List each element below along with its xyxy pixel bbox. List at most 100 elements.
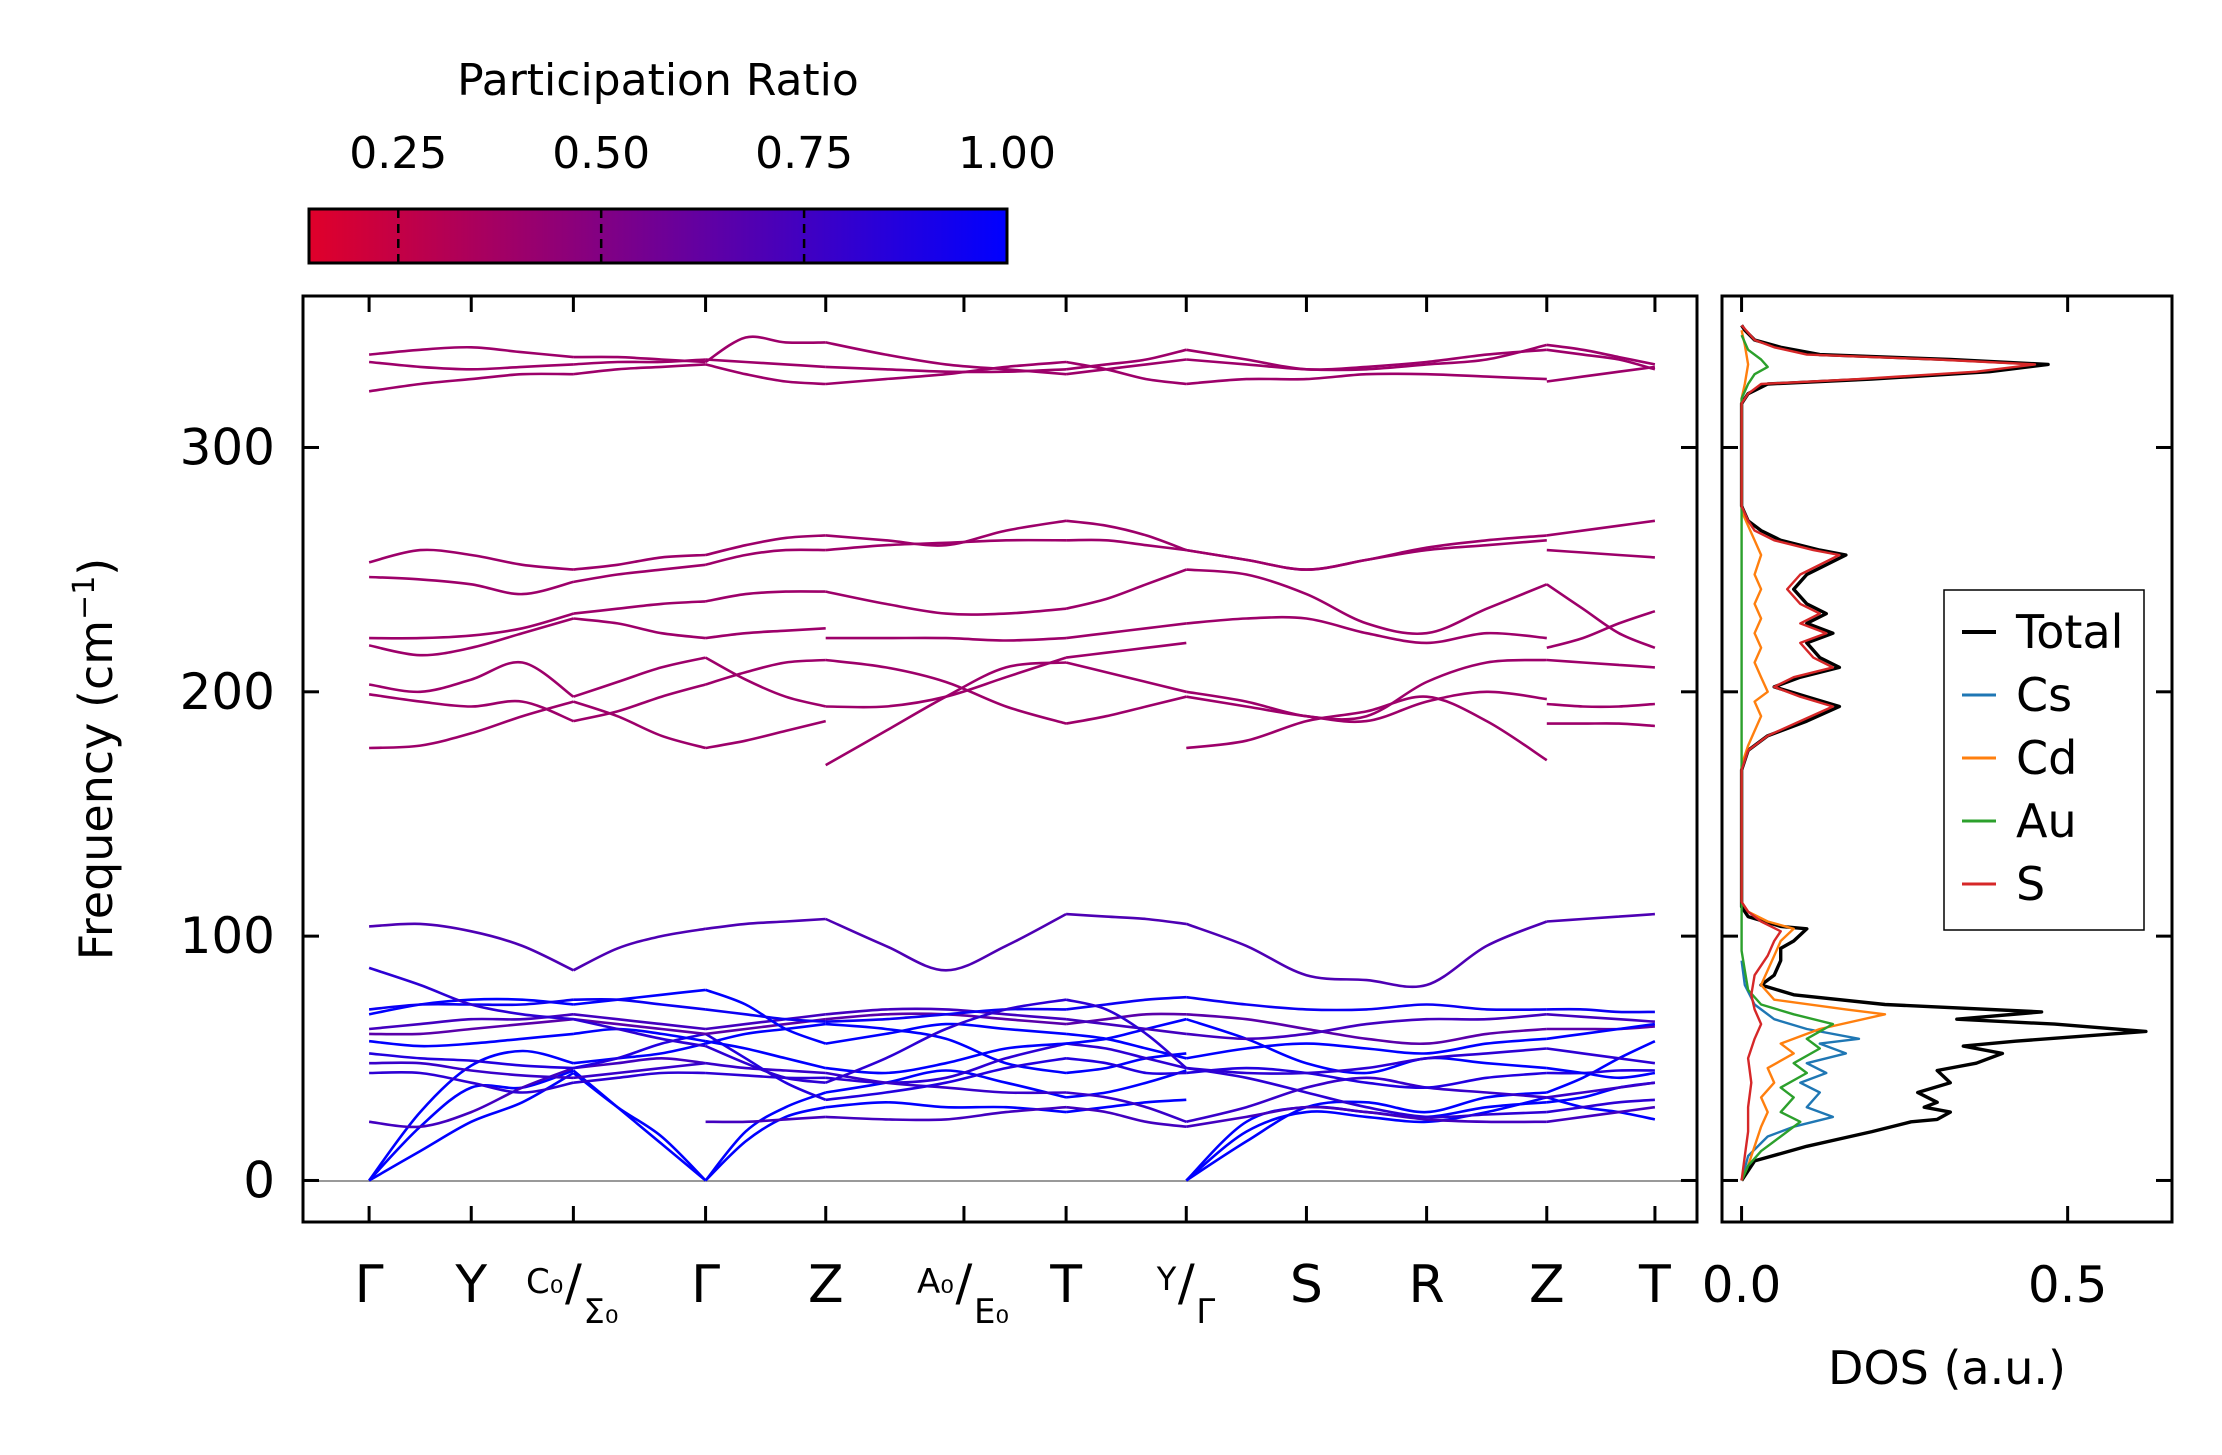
kpoint-label-upper: Y (1156, 1260, 1177, 1298)
phonon-bands (368, 335, 1656, 1182)
phonon-band-line (1546, 1025, 1655, 1031)
phonon-band-line (1185, 1076, 1547, 1124)
phonon-band-line (825, 538, 1067, 552)
phonon-band-line (1065, 568, 1187, 610)
phonon-band-line (572, 1071, 707, 1182)
phonon-band-line (1065, 519, 1187, 552)
phonon-band-line (825, 1105, 1067, 1122)
phonon-band-line (825, 1022, 1067, 1075)
phonon-band-line (1185, 920, 1548, 989)
phonon-band-line (1185, 1017, 1547, 1075)
kpoint-label: T (1638, 1255, 1671, 1315)
kpoint-label-slash: / (1178, 1254, 1195, 1312)
kpoint-label: R (1409, 1255, 1445, 1315)
band-y-tick-label: 300 (180, 418, 275, 476)
phonon-band-line (1065, 1017, 1187, 1045)
phonon-band-line (1065, 1042, 1187, 1070)
dos-x-tick-label: 0.0 (1702, 1256, 1782, 1314)
colorbar-tick-label: 0.75 (755, 128, 853, 179)
phonon-band-line (1546, 609, 1656, 650)
phonon-band-line (368, 1066, 574, 1129)
phonon-band-line (825, 1042, 1067, 1075)
phonon-band-line (1186, 1105, 1547, 1128)
legend-label: Cs (2016, 668, 2072, 722)
phonon-band-line (572, 656, 706, 698)
phonon-band-line (572, 927, 706, 972)
phonon-band-line (369, 575, 574, 596)
phonon-band-line (825, 590, 1067, 616)
phonon-band-line (825, 1042, 1067, 1085)
dos-ticks: 0.0 0.5 (1702, 296, 2172, 1314)
phonon-band-line (1066, 538, 1187, 552)
phonon-band-line (825, 912, 1067, 972)
phonon-band-line (1186, 1047, 1547, 1075)
phonon-band-line (825, 360, 1067, 386)
phonon-band-line (369, 700, 574, 750)
phonon-band-line (705, 548, 826, 567)
phonon-band-line (1065, 995, 1187, 1011)
phonon-band-line (1546, 1081, 1656, 1099)
phonon-band-line (369, 612, 574, 640)
phonon-band-line (573, 1017, 706, 1048)
phonon-band-line (1186, 1037, 1547, 1060)
kpoint-label-lower: E₀ (974, 1292, 1009, 1332)
phonon-band-line (573, 617, 706, 640)
phonon-band-line (705, 590, 826, 603)
phonon-band-line (704, 335, 826, 364)
kpoint-label-upper: A₀ (917, 1262, 954, 1302)
phonon-band-line (1546, 1069, 1655, 1075)
phonon-band-line (1065, 641, 1187, 659)
phonon-band-line (368, 617, 574, 657)
phonon-band-line (1186, 615, 1547, 645)
dos-legend-box (1943, 589, 2145, 931)
phonon-band-line (1065, 1105, 1187, 1128)
phonon-band-line (1546, 722, 1655, 728)
phonon-band-line (573, 600, 706, 615)
phonon-band-line (825, 1071, 1067, 1095)
phonon-band-line (573, 1061, 706, 1080)
kpoint-label-upper: C₀ (526, 1262, 563, 1302)
phonon-band-line (573, 1071, 706, 1084)
phonon-band-line (1186, 348, 1547, 371)
phonon-band-line (1065, 622, 1187, 640)
band-x-ticks: Γ Y C₀ / Σ₀ Γ Z A₀ / E₀ T Y / Γ S R Z T (355, 296, 1671, 1332)
kpoint-label: Z (808, 1255, 844, 1315)
phonon-band-line (368, 660, 575, 698)
phonon-band-line (1186, 690, 1547, 724)
phonon-band-line (1185, 1091, 1547, 1182)
phonon-band-line (573, 683, 706, 723)
phonon-band-line (1065, 661, 1187, 694)
phonon-band-line (1065, 1017, 1187, 1036)
kpoint-label: Γ (691, 1255, 720, 1315)
phonon-band-line (1546, 343, 1656, 366)
phonon-band-line (1065, 360, 1187, 386)
phonon-band-line (368, 345, 574, 359)
band-plot-frame (301, 294, 1699, 1224)
phonon-band-line (705, 719, 827, 750)
phonon-band-line (1186, 534, 1547, 571)
phonon-band-line (1546, 1013, 1656, 1023)
phonon-band-line (1186, 343, 1548, 372)
dos-x-tick-label: 0.5 (2028, 1256, 2108, 1314)
colorbar: Participation Ratio 0.25 0.50 0.75 1.00 (307, 55, 1056, 265)
kpoint-label-slash: / (956, 1254, 973, 1312)
phonon-band-line (825, 636, 1067, 642)
phonon-band-line (1546, 1047, 1656, 1065)
phonon-band-line (1186, 1013, 1547, 1041)
phonon-band-line (368, 1013, 574, 1031)
phonon-band-line (368, 966, 574, 1021)
colorbar-tick-label: 0.25 (349, 128, 447, 179)
phonon-band-line (1546, 1098, 1655, 1114)
phonon-band-line (705, 1022, 826, 1045)
phonon-band-line (1546, 365, 1656, 383)
phonon-band-line (1065, 1057, 1187, 1076)
phonon-band-line (1186, 1013, 1547, 1046)
kpoint-label-lower: Γ (1196, 1292, 1215, 1332)
phonon-band-line (573, 988, 706, 1006)
phonon-band-line (573, 998, 706, 1011)
phonon-band-line (573, 363, 706, 376)
phonon-band-line (572, 1069, 707, 1182)
colorbar-tick-label: 1.00 (958, 128, 1056, 179)
phonon-band-line (825, 656, 1067, 709)
